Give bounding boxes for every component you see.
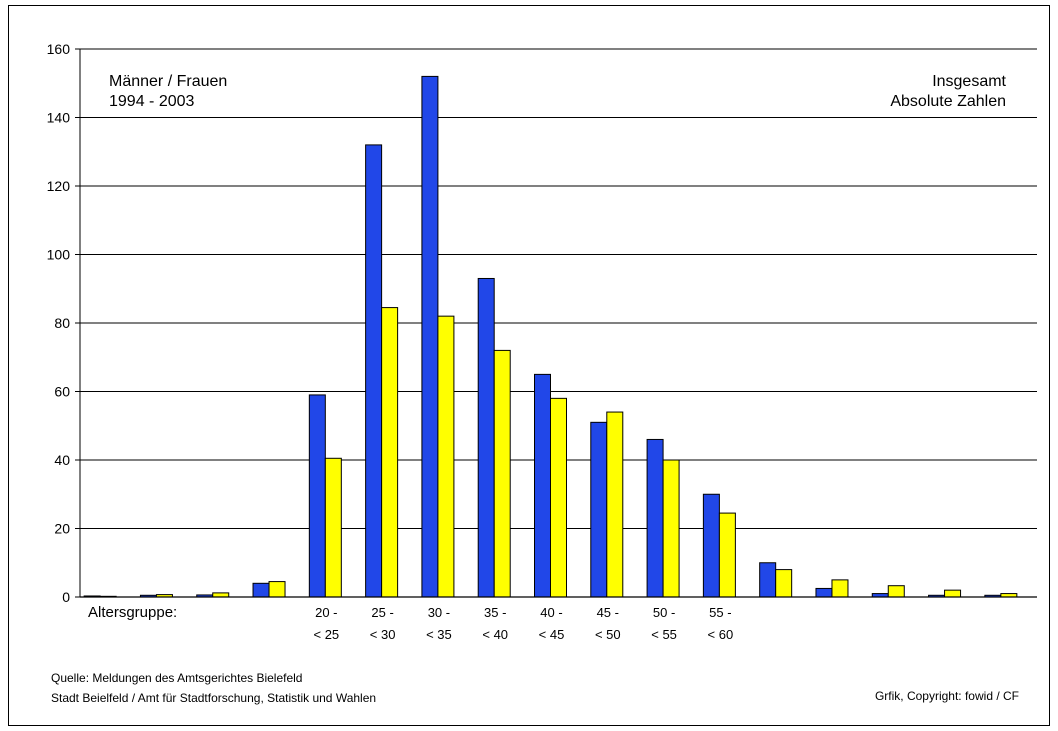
bar-series-1: [252, 582, 270, 598]
y-tick-label: 80: [54, 315, 70, 331]
annotation-line: Männer / Frauen: [109, 73, 228, 90]
x-tick-label: 20 -< 25: [313, 605, 339, 642]
bar-series-2: [775, 569, 793, 598]
y-tick-label: 0: [62, 589, 70, 605]
bar-series-2: [324, 457, 342, 598]
bar-series-2: [550, 397, 567, 598]
y-tick-label: 40: [54, 452, 70, 468]
bar-series-1: [646, 438, 664, 598]
y-tick-label: 120: [47, 178, 71, 194]
bar-series-1: [590, 421, 608, 598]
x-tick-label: 30 -< 35: [426, 605, 452, 642]
chart-frame: 0 20 40 60 80 100 120 140 160 20 -< 25 25 -< 30 30…: [8, 5, 1050, 726]
annotation-top-right: Insgesamt Absolute Zahlen: [890, 72, 1006, 112]
x-tick-label: 25 -< 30: [370, 605, 396, 642]
x-tick-label: 40 -< 45: [539, 605, 565, 642]
y-tick-label: 140: [47, 110, 71, 126]
bar-series-1: [759, 562, 777, 598]
bar-series-2: [437, 315, 455, 598]
annotation-line: Insgesamt: [932, 73, 1006, 90]
x-axis: 20 -< 25 25 -< 30 30 -< 35 35 -< 40 40 -< 45…: [80, 596, 1037, 642]
bar-series-2: [493, 349, 511, 598]
x-tick-label: 45 -< 50: [595, 605, 621, 642]
bar-series-2: [718, 512, 736, 598]
bar-series-1: [815, 587, 833, 598]
bar-series-1: [421, 75, 439, 598]
bar-series-1: [702, 493, 720, 598]
x-tick-label: 55 -< 60: [708, 605, 734, 642]
y-tick-label: 20: [54, 521, 70, 537]
source-line-1: Quelle: Meldungen des Amtsgerichtes Biel…: [51, 671, 303, 685]
x-tick-label: 35 -< 40: [482, 605, 508, 642]
annotation-top-left: Männer / Frauen 1994 - 2003: [109, 72, 227, 112]
bar-series-2: [381, 307, 399, 598]
bar-series-1: [365, 144, 383, 598]
annotation-line: 1994 - 2003: [109, 93, 195, 110]
bar-series-2: [268, 581, 286, 598]
copyright-note: Grfik, Copyright: fowid / CF: [874, 689, 1019, 703]
x-tick-label: 50 -< 55: [651, 605, 677, 642]
y-axis: 0 20 40 60 80 100 120 140 160: [47, 41, 81, 605]
bars: [83, 75, 1018, 598]
bar-chart: 0 20 40 60 80 100 120 140 160 20 -< 25 25 -< 30 30…: [47, 41, 1037, 642]
bar-series-2: [212, 592, 230, 598]
y-tick-label: 160: [47, 41, 71, 57]
source-line-2: Stadt Beielfeld / Amt für Stadtforschung…: [51, 691, 377, 705]
x-axis-label: Altersgruppe:: [88, 604, 177, 621]
bar-series-2: [662, 459, 680, 598]
bar-series-2: [887, 585, 905, 598]
source-note: Quelle: Meldungen des Amtsgerichtes Biel…: [51, 668, 376, 708]
bar-series-2: [831, 579, 849, 598]
gridlines: [80, 48, 1037, 529]
bar-series-1: [477, 277, 495, 598]
bar-series-1: [534, 373, 551, 598]
bar-series-1: [308, 394, 326, 598]
y-tick-label: 100: [47, 247, 71, 263]
bar-series-2: [944, 589, 962, 598]
annotation-line: Absolute Zahlen: [890, 93, 1006, 110]
y-tick-label: 60: [54, 384, 70, 400]
bar-series-2: [606, 411, 624, 598]
